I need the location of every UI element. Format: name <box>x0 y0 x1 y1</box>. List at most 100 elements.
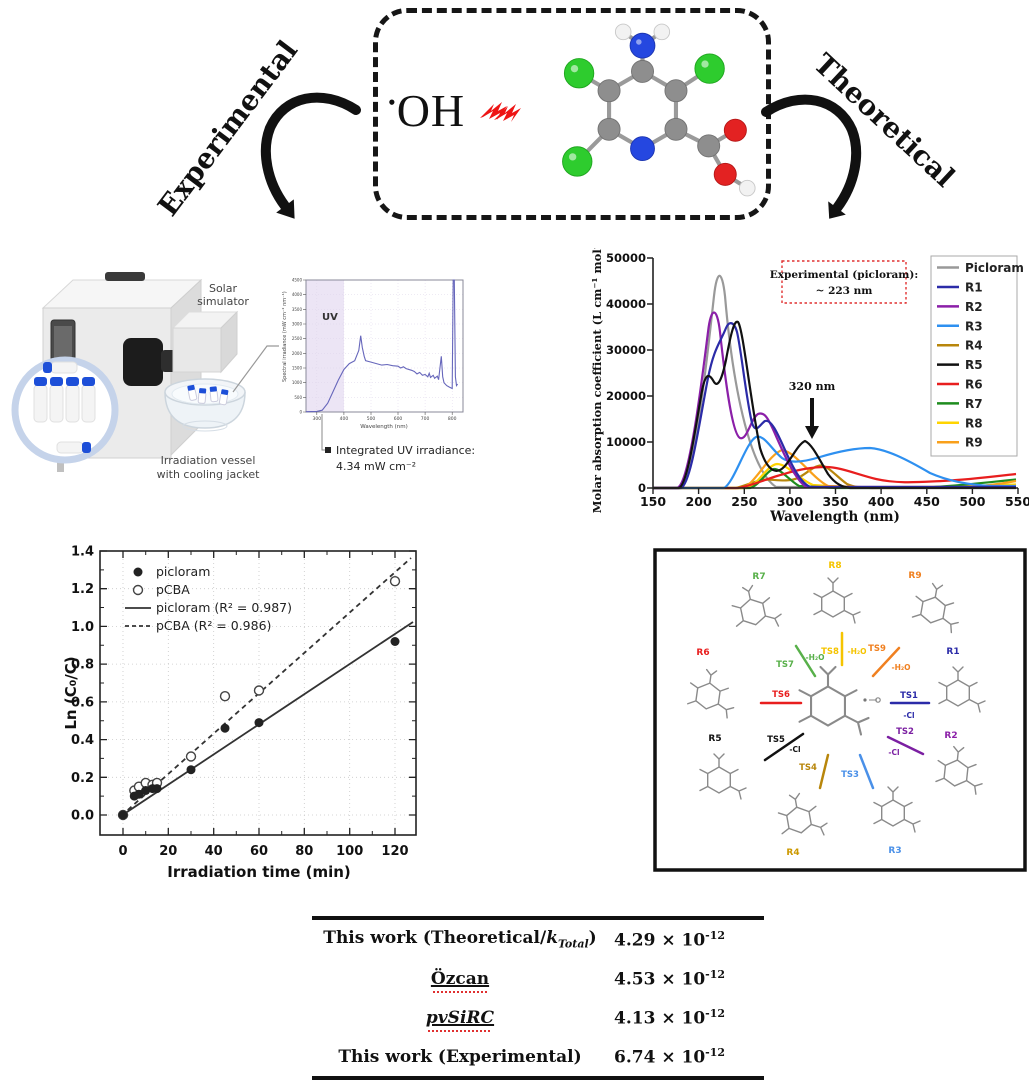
annotation-line1: Experimental (picloram): <box>770 269 919 281</box>
picloram-molecule-model <box>562 23 756 197</box>
row-value: 6.74 × 10-12 <box>614 1045 726 1068</box>
row-label: Özcan <box>430 968 490 989</box>
upright-vials <box>33 377 96 423</box>
hydrogen-atom <box>653 23 671 41</box>
series-R2-curve <box>653 311 1016 490</box>
hydrogen-atom <box>739 179 756 197</box>
y-tick-labels: 0.0 0.2 0.4 0.6 0.8 1.0 1.2 1.4 <box>71 545 94 824</box>
table-row: pvSiRC 4.13 × 10-12 <box>312 998 764 1037</box>
svg-text:R7: R7 <box>965 397 983 411</box>
inset-y-axis-label: Spectral irradiance (mW cm⁻² nm⁻¹) <box>282 291 288 382</box>
table-row: This work (Theoretical/kTotal) 4.29 × 10… <box>312 920 764 959</box>
svg-text:picloram: picloram <box>156 564 210 579</box>
svg-text:60: 60 <box>250 844 268 859</box>
reaction-scheme: TS1 TS2 TS3 TS4 TS5 TS6 TS7 TS8 TS9 -Cl … <box>653 548 1027 872</box>
x-tick-labels: 0 20 40 60 80 100 120 <box>118 844 408 859</box>
scheme-molecules <box>685 577 987 843</box>
svg-text:picloram (R² = 0.987): picloram (R² = 0.987) <box>156 600 292 615</box>
svg-text:1500: 1500 <box>292 366 303 371</box>
svg-text:4500: 4500 <box>292 278 303 283</box>
solar-simulator-apparatus: Solar simulator Irradiation vessel with … <box>11 272 279 481</box>
svg-text:350: 350 <box>822 494 848 509</box>
uv-irradiance-curve <box>305 279 459 413</box>
svg-text:R9: R9 <box>965 436 983 450</box>
svg-text:TS2: TS2 <box>896 727 914 737</box>
carbon-atom <box>597 117 621 141</box>
svg-text:3000: 3000 <box>292 322 303 327</box>
svg-text:TS4: TS4 <box>799 763 817 773</box>
picloram-points <box>118 637 400 820</box>
table-row: Özcan 4.53 × 10-12 <box>312 959 764 998</box>
row-value: 4.29 × 10-12 <box>614 928 726 951</box>
annotation-line2: ~ 223 nm <box>816 285 873 297</box>
oxygen-atom <box>723 118 747 142</box>
ts2-line <box>886 735 925 756</box>
svg-text:300: 300 <box>313 416 322 422</box>
absorption-spectra-chart: 150 200 250 300 350 400 450 500 550 0 10000 2… <box>590 248 1029 525</box>
vials-magnifier-circle <box>11 356 119 464</box>
svg-text:0.6: 0.6 <box>71 695 94 710</box>
svg-text:2500: 2500 <box>292 336 303 341</box>
svg-text:400: 400 <box>868 494 894 509</box>
svg-text:500: 500 <box>959 494 985 509</box>
vessel-label-line1: Irradiation vessel <box>161 454 256 467</box>
svg-text:4000: 4000 <box>292 292 303 297</box>
sample-cube <box>171 310 239 374</box>
uv-shaded-region <box>306 280 344 412</box>
svg-text:200: 200 <box>686 494 712 509</box>
svg-text:TS1: TS1 <box>900 691 918 701</box>
chlorine-atom <box>563 58 595 89</box>
svg-text:0: 0 <box>118 844 127 859</box>
svg-text:Picloram: Picloram <box>965 261 1024 275</box>
svg-text:400: 400 <box>340 416 349 422</box>
oxygen-atom <box>713 162 737 186</box>
svg-text:-H₂O: -H₂O <box>805 653 824 662</box>
svg-text:2000: 2000 <box>292 351 303 356</box>
carbon-atom <box>697 134 721 158</box>
carbon-atom <box>597 79 621 103</box>
svg-text:TS9: TS9 <box>868 644 886 654</box>
svg-text:TS6: TS6 <box>772 690 790 700</box>
experimental-curved-arrow <box>260 92 361 219</box>
svg-text:800: 800 <box>448 416 457 422</box>
svg-text:0.0: 0.0 <box>71 809 94 824</box>
svg-text:20: 20 <box>159 844 177 859</box>
scheme-frame <box>653 548 1027 872</box>
series-Picloram-curve <box>653 274 1016 490</box>
svg-text:TS7: TS7 <box>776 660 794 670</box>
theoretical-label: Theoretical <box>807 47 961 194</box>
svg-text:700: 700 <box>421 416 430 422</box>
kinetics-chart: 0 20 40 60 80 100 120 0.0 0.2 0.4 0.6 0.8 1.0 … <box>63 545 417 881</box>
arrow-label: 320 nm <box>789 380 836 393</box>
svg-text:10000: 10000 <box>606 435 646 449</box>
y-axis-label: Ln (C₀/C) <box>63 656 80 729</box>
radical-dot: • <box>388 89 397 115</box>
320nm-arrow-annotation: 320 nm <box>789 380 836 439</box>
svg-text:-Cl: -Cl <box>789 745 800 754</box>
svg-text:-H₂O: -H₂O <box>891 663 910 672</box>
inset-x-tick-labels: 300 400 500 600 700 800 <box>313 416 457 422</box>
pcba-fit-line <box>120 557 412 817</box>
svg-text:1.0: 1.0 <box>71 620 94 635</box>
inset-x-axis-label: Wavelength (nm) <box>360 424 408 430</box>
uv-spectrum-inset: UV 300 400 500 600 700 800 0 500 1000 1500 20… <box>282 278 475 474</box>
svg-text:R1: R1 <box>965 281 983 295</box>
inset-ticks <box>303 279 453 415</box>
legend-labels: Picloram R1 R2 R3 R4 R5 R6 R7 R8 R9 <box>965 261 1024 450</box>
series-R1-curve <box>653 322 1016 490</box>
svg-text:TS5: TS5 <box>767 735 785 745</box>
svg-text:R3: R3 <box>965 319 983 333</box>
uv-note-line2: 4.34 mW cm⁻² <box>336 460 416 473</box>
svg-text:1.4: 1.4 <box>71 545 94 560</box>
svg-text:R9: R9 <box>908 571 921 581</box>
svg-text:0: 0 <box>638 481 646 495</box>
carbon-atom <box>664 117 688 141</box>
svg-text:1000: 1000 <box>292 380 303 385</box>
svg-text:-Cl: -Cl <box>903 711 914 720</box>
svg-text:500: 500 <box>294 395 302 400</box>
kinetics-legend: picloram pCBA picloram (R² = 0.987) pCBA… <box>125 564 292 633</box>
vessel-to-spectrum-connector <box>232 345 279 393</box>
x-axis-label: Irradiation time (min) <box>167 863 351 881</box>
oh-text: OH <box>396 85 466 136</box>
y-tick-labels: 0 10000 20000 30000 40000 50000 <box>606 251 646 495</box>
